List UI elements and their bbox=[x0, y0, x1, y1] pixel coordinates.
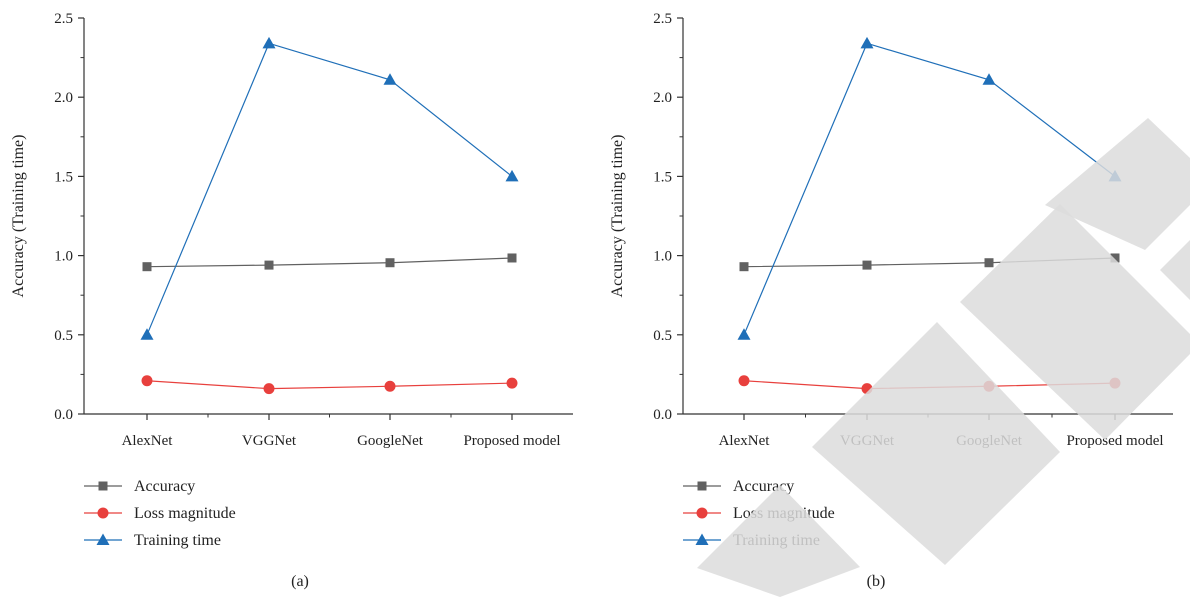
panel-a-y-tick-label: 0.0 bbox=[54, 407, 73, 423]
panel-a-point-training-time-alexnet bbox=[140, 328, 154, 340]
panel-a-legend-marker-loss-magnitude bbox=[97, 507, 109, 519]
panel-a-point-accuracy-proposed-model bbox=[507, 253, 517, 263]
panel-a-point-training-time-googlenet bbox=[383, 73, 397, 85]
panel-a-x-tick-label-vggnet: VGGNet bbox=[242, 433, 297, 449]
panel-b-legend-marker-accuracy bbox=[697, 481, 707, 491]
chart-panel-a: 0.0 0.5 1.0 1.5 2.0 2.5 AlexNet VGGNet GoogleNet… bbox=[10, 11, 573, 590]
panel-a-label: (a) bbox=[291, 573, 309, 590]
panel-a-y-tick-label: 2.0 bbox=[54, 90, 73, 106]
panel-a-legend-marker-accuracy bbox=[98, 481, 108, 491]
panel-b-point-loss-magnitude-alexnet bbox=[738, 375, 750, 387]
panel-b-y-tick-label: 1.0 bbox=[653, 249, 672, 265]
retracted-watermark bbox=[697, 118, 1190, 597]
panel-a-point-loss-magnitude-alexnet bbox=[141, 375, 153, 387]
panel-a-x-tick-label-googlenet: GoogleNet bbox=[357, 433, 424, 449]
panel-b-y-tick-label: 0.5 bbox=[653, 328, 672, 344]
panel-b-point-training-time-vggnet bbox=[860, 36, 874, 49]
panel-a-point-training-time-proposed-model bbox=[505, 169, 519, 182]
panel-a-legend-label-training-time: Training time bbox=[134, 532, 221, 549]
panel-b-x-tick-label-alexnet: AlexNet bbox=[719, 433, 771, 449]
watermark-stroke-2 bbox=[960, 204, 1190, 440]
panel-b-point-accuracy-googlenet bbox=[984, 258, 994, 268]
panel-a-x-tick-label-alexnet: AlexNet bbox=[122, 433, 174, 449]
panel-a-x-tick-label-proposed-model: Proposed model bbox=[463, 433, 560, 449]
panel-a-legend-label-accuracy: Accuracy bbox=[134, 478, 195, 495]
panel-b-label: (b) bbox=[867, 573, 886, 590]
panel-a-y-tick-label: 2.5 bbox=[54, 11, 73, 27]
panel-a-series-line-accuracy bbox=[146, 257, 513, 268]
panel-b-point-training-time-googlenet bbox=[982, 73, 996, 85]
watermark-stroke-1 bbox=[812, 322, 1060, 565]
panel-a-series-line-training-time bbox=[146, 42, 513, 336]
panel-b-y-tick-label: 2.0 bbox=[653, 90, 672, 106]
panel-a-point-loss-magnitude-vggnet bbox=[263, 383, 275, 395]
panel-b-legend-marker-training-time bbox=[695, 533, 709, 545]
panel-b-y-axis-title: Accuracy (Training time) bbox=[609, 135, 626, 298]
panel-b-point-accuracy-vggnet bbox=[862, 260, 872, 270]
panel-a-legend-label-loss-magnitude: Loss magnitude bbox=[134, 505, 236, 522]
watermark-stroke-3 bbox=[1045, 118, 1190, 250]
panel-a-series-line-loss-magnitude bbox=[146, 380, 513, 390]
panel-b-point-accuracy-alexnet bbox=[739, 262, 749, 272]
panel-a-point-loss-magnitude-proposed-model bbox=[506, 377, 518, 389]
panel-a-y-tick-label: 0.5 bbox=[54, 328, 73, 344]
panel-b-y-tick-label: 1.5 bbox=[653, 169, 672, 185]
panel-b-x-tick-label-proposed-model: Proposed model bbox=[1066, 433, 1163, 449]
panel-b-legend-marker-loss-magnitude bbox=[696, 507, 708, 519]
panel-b-y-tick-label: 2.5 bbox=[653, 11, 672, 27]
panel-a-point-accuracy-alexnet bbox=[142, 262, 152, 272]
panel-b-point-accuracy-proposed-model bbox=[1110, 253, 1120, 263]
panel-a-y-tick-label: 1.0 bbox=[54, 249, 73, 265]
panel-b-point-training-time-alexnet bbox=[737, 328, 751, 340]
panel-a-y-axis-title: Accuracy (Training time) bbox=[10, 135, 27, 298]
panel-a-legend-marker-training-time bbox=[96, 533, 110, 545]
watermark-stroke-4 bbox=[1160, 240, 1190, 300]
watermark-stroke-5 bbox=[697, 485, 860, 597]
panel-a-y-tick-label: 1.5 bbox=[54, 169, 73, 185]
panel-a-point-accuracy-googlenet bbox=[385, 258, 395, 268]
panel-b-y-tick-label: 0.0 bbox=[653, 407, 672, 423]
panel-a-point-accuracy-vggnet bbox=[264, 260, 274, 270]
panel-a-point-loss-magnitude-googlenet bbox=[384, 380, 396, 392]
panel-a-point-training-time-vggnet bbox=[262, 36, 276, 49]
panel-b-series-line-training-time bbox=[743, 42, 1116, 336]
